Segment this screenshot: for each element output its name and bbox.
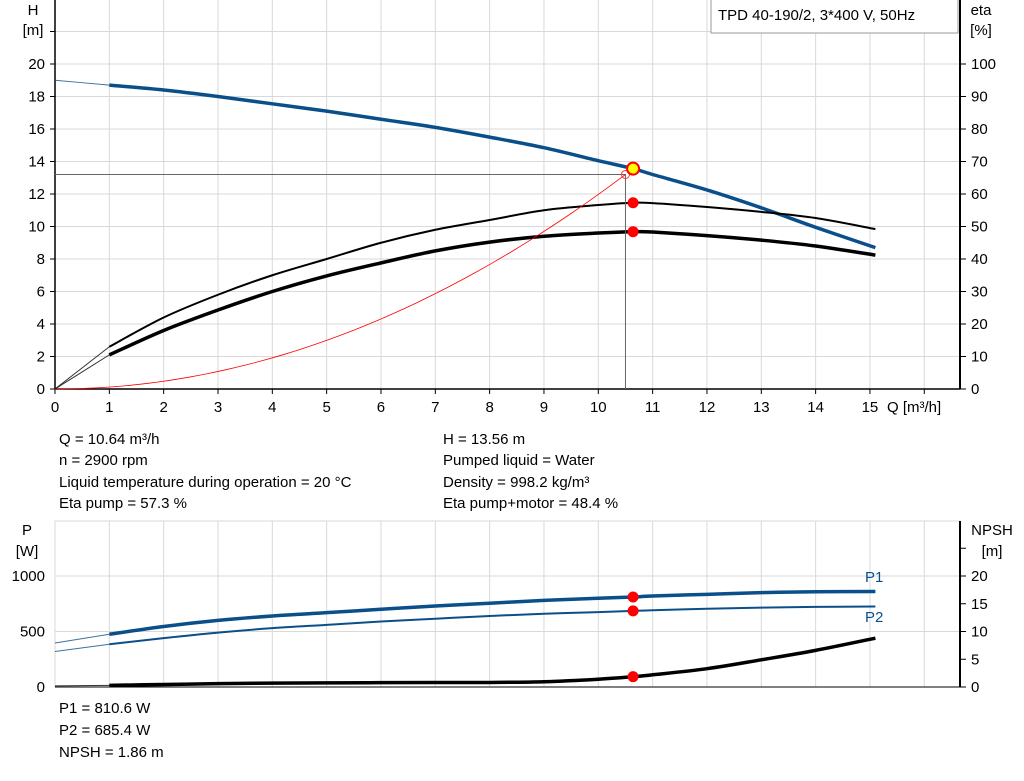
x-tick-label: 14 [807,399,824,416]
info-speed: n = 2900 rpm [59,452,148,469]
x-tick-label: 2 [159,399,167,416]
x-tick-label: 0 [51,399,59,416]
x-tick-label: 6 [377,399,385,416]
y-tick-label-left: 10 [28,219,45,236]
npsh-axis-unit: [m] [982,543,1003,560]
legend-box [710,0,959,34]
NPSH-curve [109,636,876,688]
p-tick-label: 1000 [12,568,45,585]
y-axis-label-left: H [28,2,39,19]
y-tick-label-right: 80 [971,121,988,138]
x-tick-label: 8 [485,399,493,416]
y-tick-label-left: 12 [28,186,45,203]
x-tick-label: 1 [105,399,113,416]
x-tick-label: 11 [645,399,661,416]
y-tick-label-right: 0 [971,381,979,398]
npsh-tick-label: 15 [971,596,988,613]
x-tick-label: 15 [862,399,879,416]
head-curve-extension [54,79,110,86]
operating-point-head [626,161,641,176]
x-tick-label: 10 [590,399,607,416]
y-tick-label-right: 100 [971,56,996,73]
y-tick-label-left: 20 [28,56,45,73]
operating-point-npsh [627,671,639,683]
y-tick-label-right: 70 [971,154,988,171]
npsh-tick-label: 10 [971,624,988,641]
x-axis-label: Q [m³/h] [887,399,941,416]
NPSH-curve-extension [54,684,110,687]
y-axis-unit-right: [%] [970,22,992,39]
p1-series-label: P1 [865,569,883,586]
npsh-tick-label: 20 [971,568,988,585]
duty-point-crosshair [55,174,626,389]
x-tick-label: 4 [268,399,276,416]
x-tick-label: 5 [322,399,330,416]
npsh-tick-label: 5 [971,651,979,668]
info-p2: P2 = 685.4 W [59,722,151,739]
P1-curve [109,589,876,637]
y-tick-label-left: 14 [28,154,45,171]
y-tick-label-right: 90 [971,89,988,106]
P2-curve [109,605,876,646]
eta-pump-curve [108,201,876,348]
operating-point-eta-total [627,226,639,238]
info-head: H = 13.56 m [443,431,526,448]
p2-series-label: P2 [865,609,883,626]
info-eta-pump: Eta pump = 57.3 % [59,495,187,512]
npsh-tick-label: 0 [971,679,979,696]
y-tick-label-right: 30 [971,284,988,301]
P2-curve-extension [54,643,110,652]
eta-pump-curve-extension [54,346,110,390]
info-q: Q = 10.64 m³/h [59,431,160,448]
info-npsh: NPSH = 1.86 m [59,744,164,761]
y-tick-label-left: 18 [28,89,45,106]
x-tick-label: 7 [431,399,439,416]
info-temperature: Liquid temperature during operation = 20… [59,474,352,491]
y-tick-label-right: 50 [971,219,988,236]
y-tick-label-left: 16 [28,121,45,138]
p-axis-label: P [22,522,32,539]
eta-pump-motor-curve [108,229,876,357]
p-tick-label: 500 [20,624,45,641]
p-axis-unit: [W] [16,543,39,560]
npsh-axis-label: NPSH [971,522,1013,539]
head-curve [109,83,876,250]
x-tick-label: 9 [540,399,548,416]
x-tick-label: 13 [753,399,770,416]
y-tick-label-right: 20 [971,316,988,333]
y-tick-label-right: 10 [971,349,988,366]
legend-text: TPD 40-190/2, 3*400 V, 50Hz [718,7,915,24]
p-tick-label: 0 [37,679,45,696]
operating-point-eta-pump [627,197,639,209]
x-tick-label: 3 [214,399,222,416]
y-tick-label-left: 6 [37,284,45,301]
y-tick-label-left: 8 [37,251,45,268]
y-axis-label-right: eta [971,2,993,19]
info-eta-total: Eta pump+motor = 48.4 % [443,495,619,512]
y-tick-label-right: 60 [971,186,988,203]
x-tick-label: 12 [699,399,716,416]
y-tick-label-left: 4 [37,316,45,333]
P1-curve-extension [54,633,110,644]
operating-point-p2 [627,605,639,617]
y-axis-unit-left: [m] [23,22,44,39]
info-p1: P1 = 810.6 W [59,700,151,717]
info-density: Density = 998.2 kg/m³ [443,474,590,491]
y-tick-label-left: 2 [37,349,45,366]
y-tick-label-right: 40 [971,251,988,268]
eta-pump-motor-curve-extension [54,354,110,390]
info-liquid: Pumped liquid = Water [443,452,595,469]
y-tick-label-left: 0 [37,381,45,398]
operating-point-p1 [627,591,639,603]
system-curve [54,174,626,390]
